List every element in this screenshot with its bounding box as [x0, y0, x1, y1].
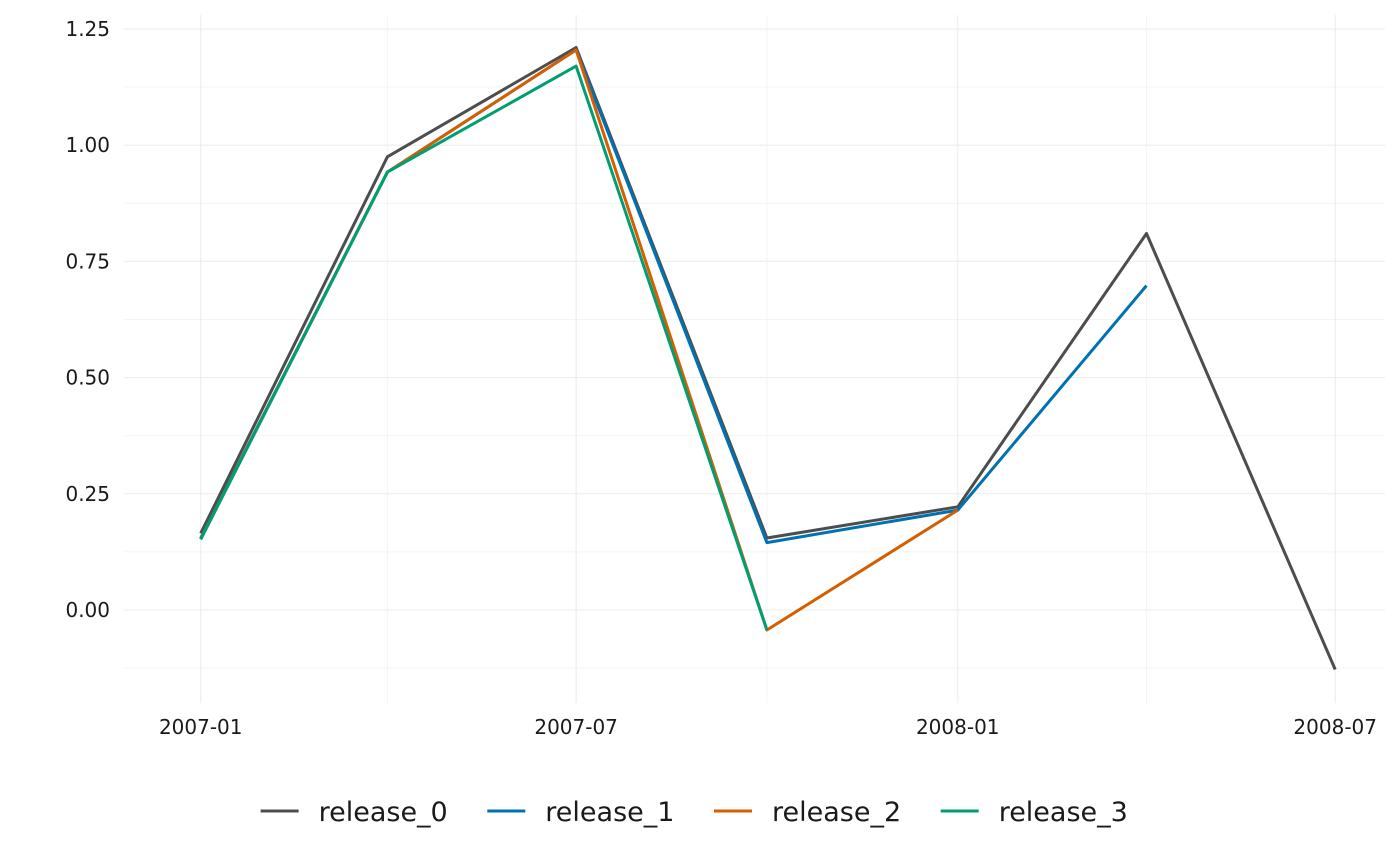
legend-label: release_3 [999, 797, 1128, 828]
x-tick-label: 2007-01 [159, 715, 243, 739]
y-tick-label: 0.25 [65, 482, 110, 506]
y-tick-label: 0.50 [65, 366, 110, 390]
x-axis-ticks: 2007-01 2007-07 2008-01 2008-07 [159, 715, 1377, 739]
y-tick-label: 0.00 [65, 598, 110, 622]
series-line-release_2 [199, 48, 959, 632]
legend-label: release_1 [545, 797, 674, 828]
x-tick-label: 2008-07 [1293, 715, 1377, 739]
x-tick-label: 2008-01 [916, 715, 1000, 739]
series-line-release_3 [199, 64, 769, 631]
legend-item-release_3: release_3 [940, 797, 1128, 828]
legend-label: release_0 [319, 797, 448, 828]
legend-item-release_2: release_2 [714, 797, 901, 828]
y-tick-label: 0.75 [65, 249, 110, 273]
y-tick-label: 1.00 [65, 133, 110, 157]
legend-item-release_0: release_0 [260, 797, 448, 828]
x-tick-label: 2007-07 [534, 715, 618, 739]
legend-item-release_1: release_1 [487, 797, 674, 828]
y-axis-ticks: 0.00 0.25 0.50 0.75 1.00 1.25 [65, 17, 110, 622]
legend: release_0 release_1 release_2 release_3 [260, 797, 1128, 828]
y-tick-label: 1.25 [65, 17, 110, 41]
legend-label: release_2 [772, 797, 901, 828]
series-line-release_0 [199, 46, 1337, 671]
grid [124, 15, 1385, 703]
series-lines [199, 46, 1337, 671]
